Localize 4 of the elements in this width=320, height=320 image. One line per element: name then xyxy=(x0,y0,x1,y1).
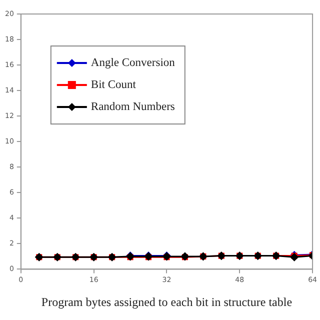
legend-label: Random Numbers xyxy=(90,101,176,114)
legend-label: Angle Conversion xyxy=(90,57,176,70)
x-axis-title: Program bytes assigned to each bit in structure table xyxy=(41,294,292,309)
legend-label: Bit Count xyxy=(90,79,137,92)
